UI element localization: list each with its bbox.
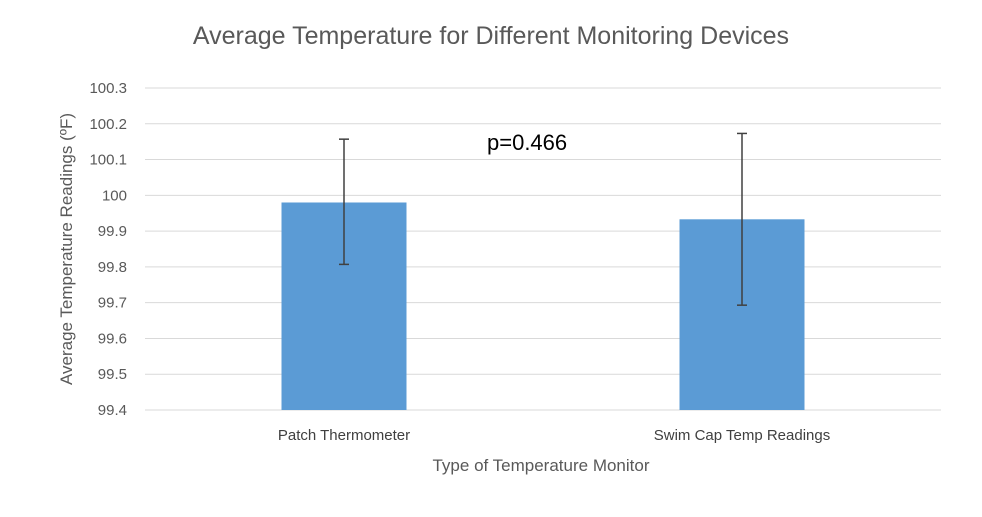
error-bar [737,132,747,306]
y-tick-label: 99.9 [98,223,127,240]
x-axis-title: Type of Temperature Monitor [432,456,649,475]
error-bar [339,138,349,266]
y-tick-label: 100.3 [89,80,127,97]
y-axis-title: Average Temperature Readings (ºF) [57,113,76,385]
error-bars [339,132,747,306]
y-tick-label: 99.5 [98,366,127,383]
y-tick-label: 100.1 [89,152,127,169]
y-tick-label: 100.2 [89,116,127,133]
y-tick-label: 99.7 [98,295,127,312]
y-tick-label: 99.6 [98,330,127,347]
p-value-annotation: p=0.466 [487,130,567,155]
x-category-label: Swim Cap Temp Readings [654,427,830,444]
bars [281,202,805,410]
y-tick-label: 99.4 [98,402,127,419]
x-category-labels: Patch Thermometer Swim Cap Temp Readings [278,427,830,444]
chart-title: Average Temperature for Different Monito… [193,22,789,50]
y-tick-labels: 99.4 99.5 99.6 99.7 99.8 99.9 100 100.1 100.2 100… [89,80,127,419]
y-tick-label: 100 [102,187,127,204]
gridlines [145,87,941,411]
y-tick-label: 99.8 [98,259,127,276]
x-category-label: Patch Thermometer [278,427,410,444]
